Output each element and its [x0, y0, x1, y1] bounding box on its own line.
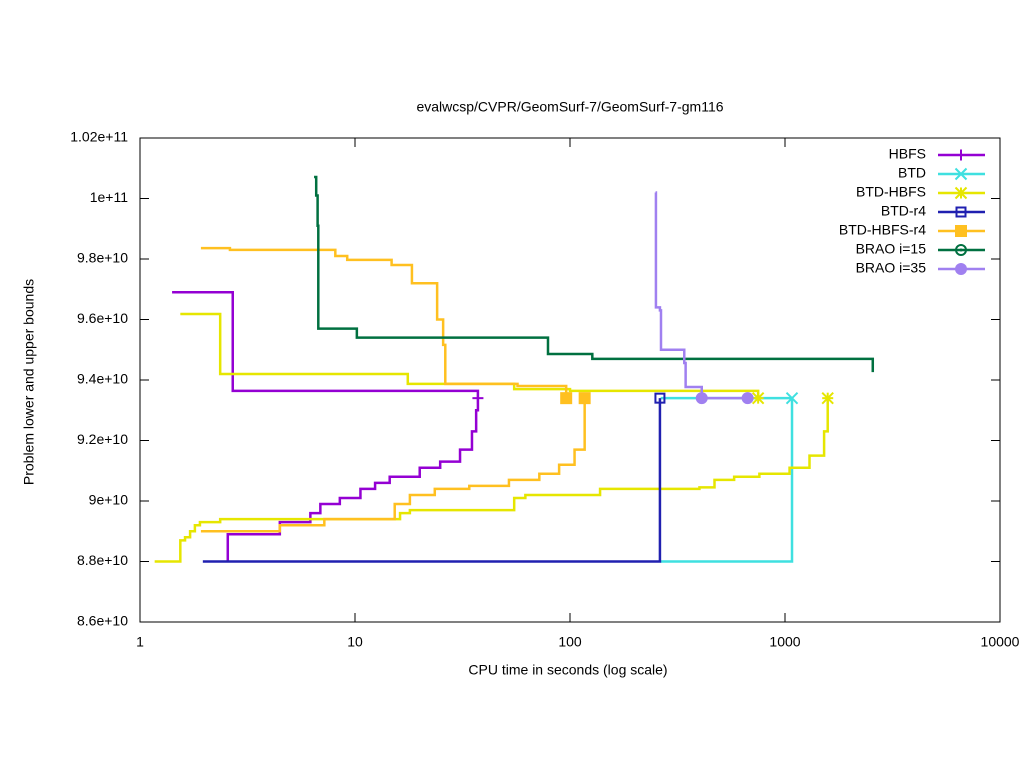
marker-stroke — [785, 391, 799, 405]
marker-stroke — [821, 391, 834, 405]
bound-line — [226, 398, 480, 562]
marker-shape — [955, 206, 967, 218]
y-tick-label: 9e+10 — [89, 492, 129, 508]
marker — [955, 225, 967, 237]
marker-shape — [955, 225, 967, 237]
marker-shape — [695, 392, 708, 405]
legend-label: BRAO i=35 — [856, 260, 927, 276]
chart-title: evalwcsp/CVPR/GeomSurf-7/GeomSurf-7-gm11… — [416, 99, 723, 115]
legend-label: HBFS — [889, 146, 926, 162]
x-tick-label: 100 — [558, 634, 582, 650]
marker-shape — [741, 392, 754, 405]
marker-shape — [955, 244, 967, 256]
x-tick-label: 1 — [136, 634, 144, 650]
marker — [741, 392, 754, 405]
x-tick-label: 10000 — [981, 634, 1020, 650]
y-tick-label: 8.8e+10 — [77, 552, 128, 568]
bound-line — [200, 246, 568, 399]
marker — [751, 391, 765, 405]
marker-shape — [560, 392, 573, 405]
legend-label: BTD — [898, 165, 926, 181]
marker — [954, 167, 968, 181]
bound-line — [154, 398, 829, 563]
legend-label: BTD-HBFS — [856, 184, 926, 200]
y-tick-label: 9.8e+10 — [77, 250, 128, 266]
marker — [821, 391, 834, 405]
marker-shape — [578, 392, 591, 405]
bound-line — [660, 398, 794, 563]
legend-label: BTD-r4 — [881, 203, 926, 219]
x-tick-label: 1000 — [769, 634, 800, 650]
marker — [695, 392, 708, 405]
bound-line — [654, 191, 703, 399]
legend-label: BTD-HBFS-r4 — [839, 222, 926, 238]
marker — [560, 392, 573, 405]
marker — [654, 392, 666, 404]
marker — [955, 244, 967, 256]
y-tick-label: 1.02e+11 — [70, 129, 128, 145]
marker-stroke — [954, 167, 968, 181]
marker-shape — [955, 263, 967, 275]
marker-stroke — [954, 186, 968, 200]
marker — [578, 392, 591, 405]
y-tick-label: 9.4e+10 — [77, 371, 128, 387]
y-tick-label: 8.6e+10 — [77, 613, 128, 629]
x-tick-label: 10 — [347, 634, 363, 650]
marker — [955, 263, 967, 275]
legend-label: BRAO i=15 — [856, 241, 927, 257]
x-axis-label: CPU time in seconds (log scale) — [468, 662, 667, 678]
y-tick-label: 1e+11 — [90, 189, 128, 205]
marker-dot — [959, 248, 963, 252]
y-tick-label: 9.2e+10 — [77, 431, 128, 447]
marker — [955, 149, 967, 161]
marker-shape — [654, 392, 666, 404]
bound-line — [314, 175, 875, 373]
bound-line — [200, 398, 586, 533]
marker — [955, 206, 967, 218]
y-tick-label: 9.6e+10 — [77, 310, 128, 326]
marker-stroke — [751, 391, 765, 405]
marker — [785, 391, 799, 405]
y-axis-label: Problem lower and upper bounds — [21, 279, 37, 485]
bound-line — [202, 398, 662, 563]
marker — [954, 186, 968, 200]
marker — [472, 392, 484, 404]
